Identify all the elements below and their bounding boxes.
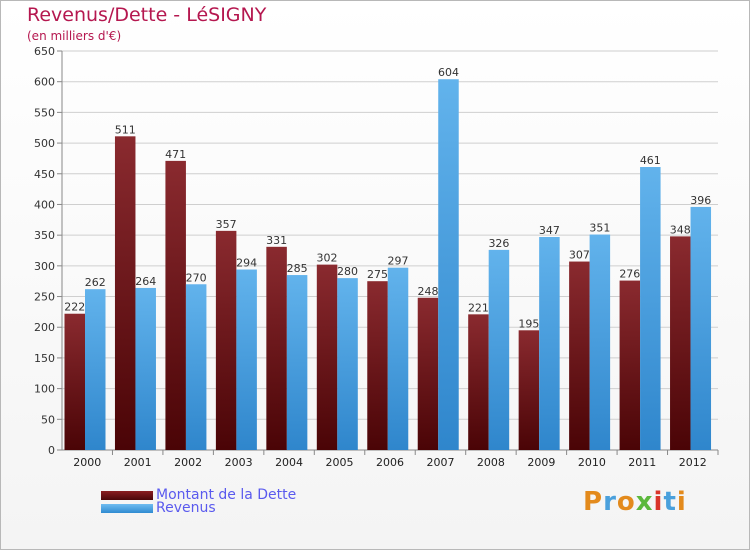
bar-dette [114,136,136,450]
bar-dette [468,314,489,450]
legend-item-revenus: Revenus [101,500,216,516]
bar-dette [64,313,85,450]
y-tick-label: 50 [41,413,55,426]
data-label: 347 [539,224,560,237]
bar-revenus [690,206,712,450]
x-tick-label: 2000 [73,456,101,469]
chart-title: Revenus/Dette - LéSIGNY [27,4,267,26]
bar-dette [670,236,691,450]
bar-dette [316,264,338,450]
bar-revenus [539,236,560,450]
y-tick-label: 250 [34,291,55,304]
data-label: 297 [388,255,409,268]
bar-revenus [488,249,510,450]
bar-revenus [236,269,257,450]
y-tick-label: 350 [34,229,55,242]
data-label: 222 [64,301,85,314]
bar-dette [569,261,590,450]
bar-dette [417,297,439,450]
x-tick-label: 2004 [275,456,303,469]
legend-label-revenus: Revenus [156,500,216,516]
bar-revenus [640,167,661,451]
data-label: 326 [488,237,509,250]
bar-dette [165,160,186,450]
bar-revenus [286,275,308,450]
data-label: 357 [216,218,237,231]
data-label: 262 [85,276,106,289]
x-tick-label: 2002 [174,456,202,469]
x-tick-label: 2006 [376,456,404,469]
legend-label-dette: Montant de la Dette [156,487,297,503]
x-tick-label: 2008 [477,456,505,469]
legend-swatch-dette [101,490,153,500]
bar-revenus [438,79,459,450]
data-label: 348 [670,223,691,236]
proxiti-logo: Proxiti [583,487,687,517]
data-label: 331 [266,234,287,247]
bar-revenus [387,267,409,450]
bar-revenus [85,289,106,450]
bar-revenus [185,284,207,450]
x-tick-label: 2012 [679,456,707,469]
data-label: 351 [589,222,610,235]
legend-swatch-revenus [101,503,153,513]
x-tick-label: 2010 [578,456,606,469]
y-tick-label: 150 [34,352,55,365]
data-label: 302 [317,252,338,265]
data-label: 396 [690,194,711,207]
y-tick-label: 600 [34,76,55,89]
bar-dette [266,246,287,450]
x-tick-label: 2003 [225,456,253,469]
data-label: 276 [619,268,640,281]
y-tick-label: 400 [34,198,55,211]
bar-dette [518,330,540,450]
data-label: 285 [287,262,308,275]
data-label: 307 [569,249,590,262]
data-label: 248 [417,285,438,298]
x-tick-label: 2009 [527,456,555,469]
x-tick-label: 2001 [124,456,152,469]
x-tick-label: 2005 [326,456,354,469]
y-tick-label: 100 [34,383,55,396]
bar-dette [367,281,388,450]
y-tick-label: 300 [34,260,55,273]
data-label: 195 [518,317,539,330]
bar-dette [619,280,641,450]
bar-revenus [135,287,156,450]
data-label: 264 [135,275,156,288]
x-tick-label: 2011 [628,456,656,469]
y-tick-label: 500 [34,137,55,150]
chart-subtitle: (en milliers d'€) [27,29,122,43]
y-tick-label: 0 [48,444,55,457]
data-label: 294 [236,257,257,270]
y-tick-label: 650 [34,45,55,58]
bar-revenus [589,234,611,450]
bar-dette [215,230,237,450]
data-label: 461 [640,154,661,167]
data-label: 604 [438,66,459,79]
data-label: 221 [468,301,489,314]
y-tick-label: 200 [34,321,55,334]
data-label: 511 [115,123,136,136]
data-label: 275 [367,268,388,281]
legend-item-dette: Montant de la Dette [101,487,296,503]
data-label: 471 [165,148,186,161]
y-tick-label: 450 [34,168,55,181]
data-label: 280 [337,265,358,278]
x-tick-label: 2007 [426,456,454,469]
y-tick-label: 550 [34,106,55,119]
bar-revenus [337,278,358,450]
data-label: 270 [186,271,207,284]
